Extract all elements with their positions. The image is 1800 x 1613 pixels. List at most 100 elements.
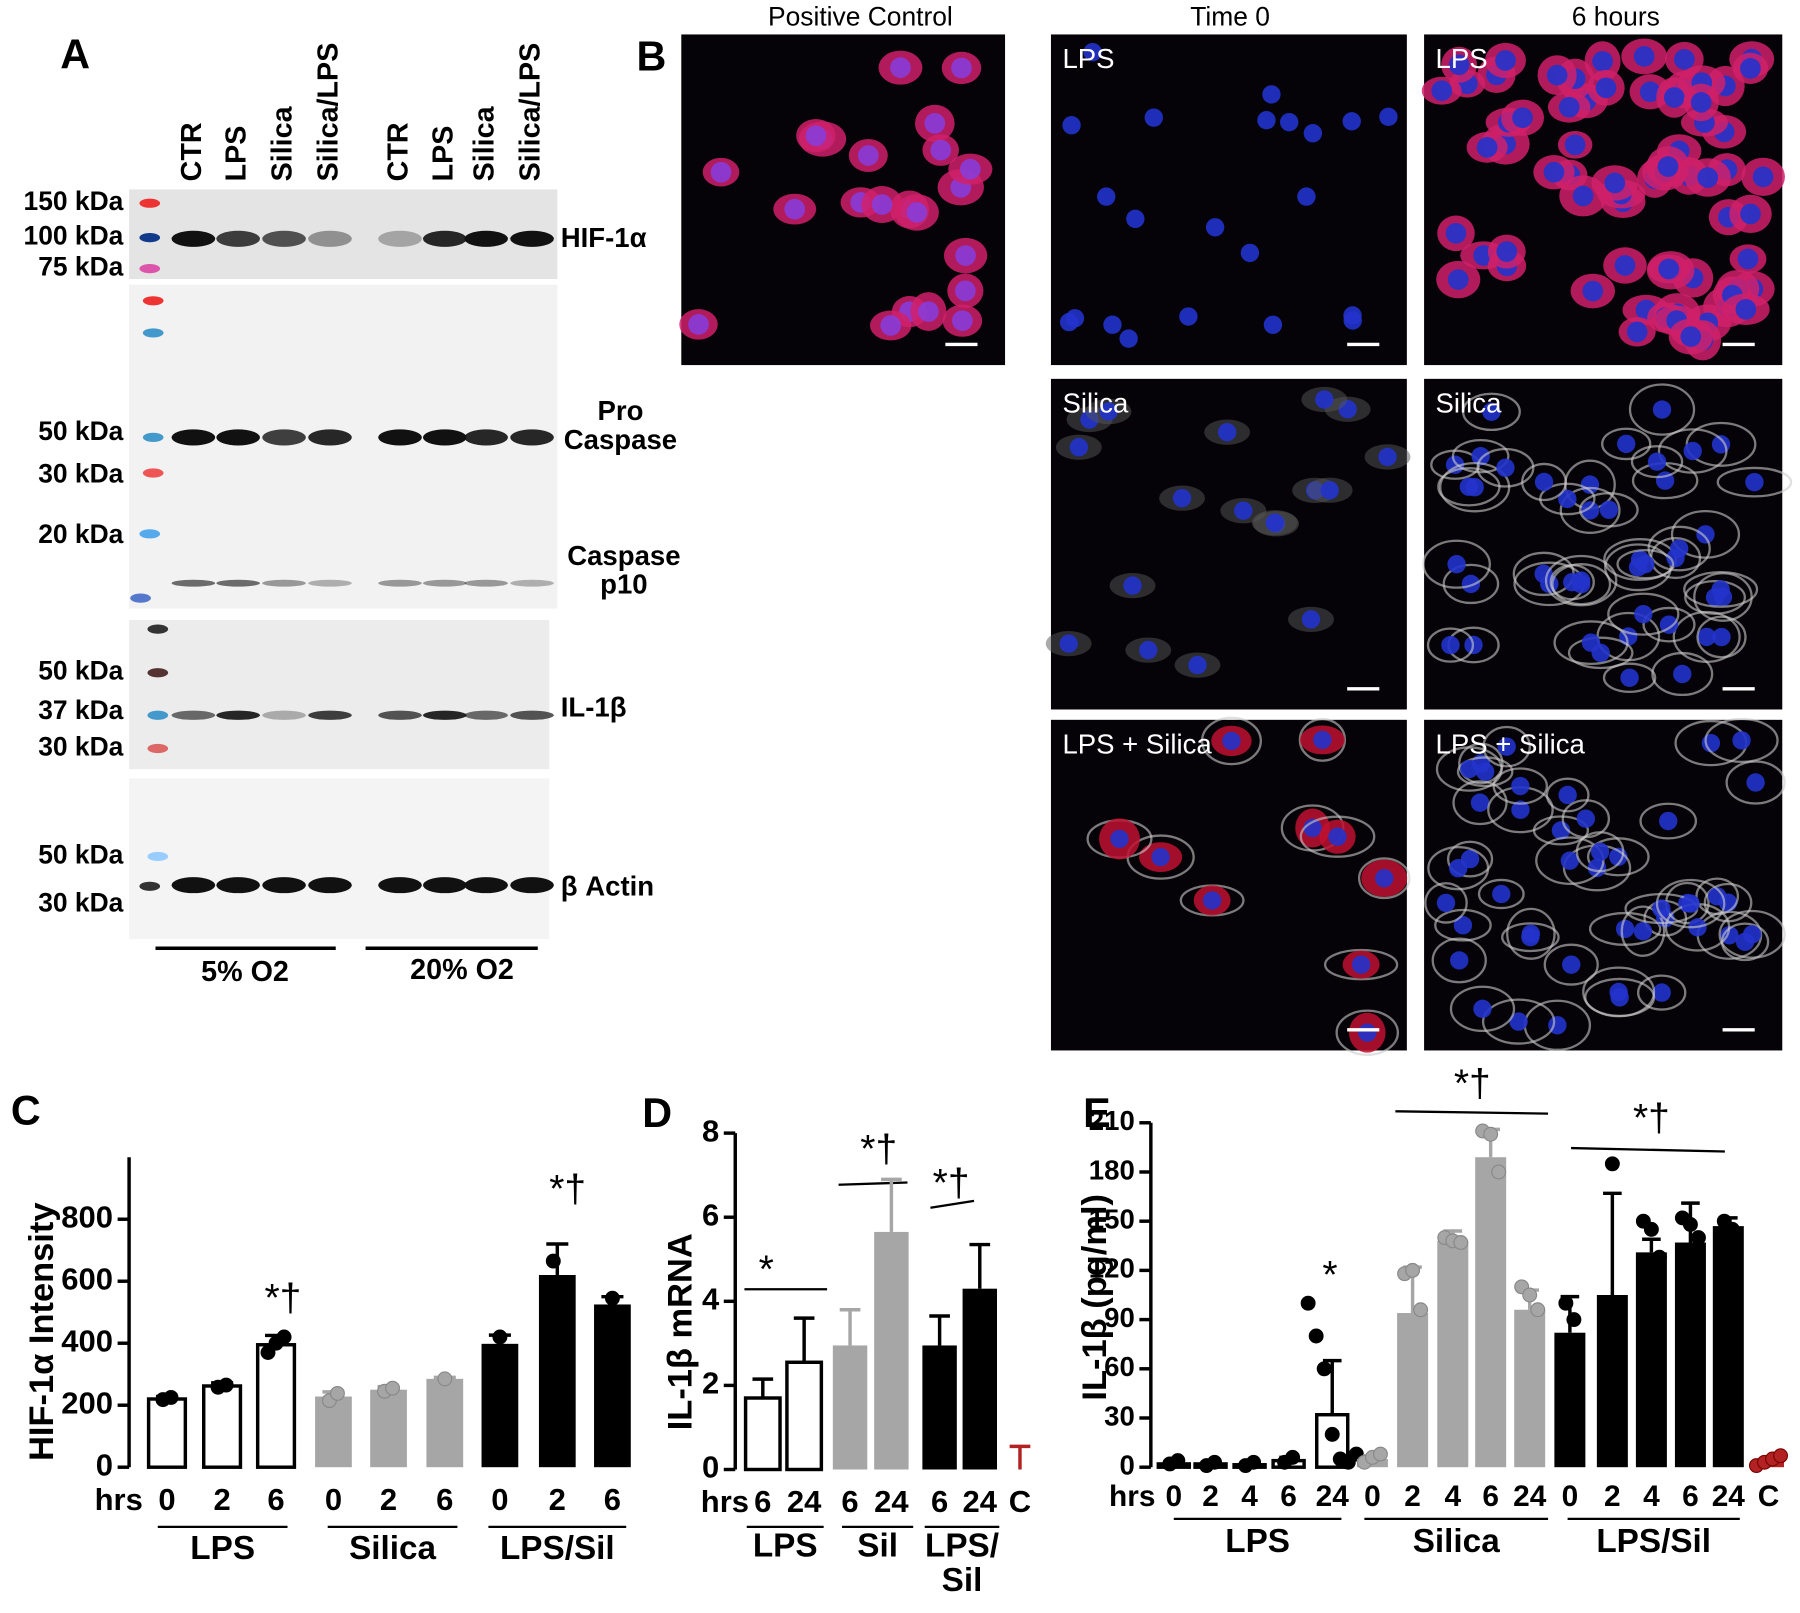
nucleus <box>1701 733 1721 753</box>
bar <box>255 1343 297 1469</box>
cell-body <box>1427 846 1490 891</box>
nucleus <box>1595 77 1617 99</box>
marker-label: 100 kDa <box>24 221 124 251</box>
cell-body <box>1616 548 1675 580</box>
nucleus <box>1297 187 1316 206</box>
y-tick-label: 4 <box>702 1281 720 1316</box>
nucleus <box>1680 326 1702 347</box>
protein-label-box: IL-1β <box>561 693 627 722</box>
blot-band <box>510 429 554 446</box>
column-title: Positive Control <box>768 1 953 31</box>
cell-body <box>1492 767 1549 805</box>
nucleus <box>1144 108 1163 127</box>
blot-band <box>464 230 508 247</box>
nucleus <box>1521 924 1541 943</box>
blot-band <box>216 230 260 247</box>
x-tick-label: 24 <box>787 1484 822 1519</box>
x-tick-label: 2 <box>1604 1480 1621 1513</box>
cell-body <box>1601 427 1652 461</box>
data-point <box>1558 1295 1574 1311</box>
nucleus <box>1576 809 1596 828</box>
blot-strip <box>129 778 550 940</box>
blot-band <box>422 429 467 446</box>
nucleus <box>1139 640 1158 660</box>
group-label-box: LPS <box>190 1531 255 1566</box>
cell-body <box>1683 570 1759 608</box>
blot-band <box>422 579 467 587</box>
nucleus <box>1735 298 1757 320</box>
nucleus <box>857 145 879 166</box>
y-tick-label: 6 <box>702 1197 719 1232</box>
nucleus <box>1614 255 1636 276</box>
micrograph-bg <box>1050 719 1407 1051</box>
significance-line <box>1571 1146 1725 1153</box>
x-tick-label: 6 <box>436 1482 453 1517</box>
nucleus <box>1745 472 1764 492</box>
nucleus <box>1740 58 1761 79</box>
ladder-band <box>142 432 164 442</box>
nucleus <box>1431 80 1453 102</box>
cell-body <box>1604 543 1672 592</box>
bar <box>1596 1294 1628 1468</box>
panel-label: B <box>637 34 667 80</box>
nucleus <box>1746 773 1765 792</box>
nucleus <box>1683 441 1702 461</box>
ladder-band <box>142 328 164 338</box>
nucleus <box>1301 610 1321 629</box>
nucleus <box>1546 64 1568 86</box>
nucleus <box>1460 759 1479 779</box>
blot-band <box>262 579 306 587</box>
nucleus <box>1202 891 1222 910</box>
micrograph-label: Silica <box>1436 388 1503 419</box>
x-tick-label: 6 <box>267 1482 284 1517</box>
data-point <box>1682 1217 1698 1232</box>
nucleus <box>1473 999 1492 1019</box>
y-tick-label: 8 <box>702 1113 719 1148</box>
ladder-band <box>147 624 169 634</box>
micrograph <box>1050 716 1411 1056</box>
nucleus <box>1179 307 1198 326</box>
nucleus <box>1572 185 1594 207</box>
x-tick-label: C <box>1009 1484 1031 1519</box>
blot-band <box>378 230 422 247</box>
nucleus <box>1663 87 1685 108</box>
significance-label: *† <box>1454 1062 1491 1105</box>
lane-label: CTR <box>383 122 415 181</box>
micrograph-label: Silica <box>1062 388 1129 419</box>
nucleus <box>1580 501 1600 520</box>
nucleus <box>1151 847 1170 867</box>
group-label-box: LPS/Sil <box>1596 1525 1711 1560</box>
nucleus <box>1543 161 1565 183</box>
nucleus <box>1257 111 1276 130</box>
cell-body <box>1442 563 1500 605</box>
micrograph <box>1050 34 1407 366</box>
protein-label: β Actin <box>560 872 655 903</box>
cell-body <box>1549 563 1595 601</box>
nucleus <box>1599 500 1619 519</box>
cell-body <box>1657 428 1728 474</box>
data-point <box>1643 1221 1659 1237</box>
nucleus <box>1509 1012 1528 1031</box>
nucleus <box>1482 402 1501 421</box>
column-title: Time 0 <box>1190 1 1270 31</box>
protein-label-box: HIF-1α <box>561 224 647 253</box>
nucleus <box>1670 539 1689 558</box>
nucleus <box>1315 390 1334 409</box>
y-tick-label: 120 <box>1089 1253 1135 1284</box>
data-point <box>1604 1156 1620 1172</box>
cell-body <box>1299 815 1376 858</box>
marker-label: 37 kDa <box>38 695 123 725</box>
y-tick-label: 210 <box>1089 1105 1135 1136</box>
bar <box>874 1231 909 1470</box>
marker-label: 50 kDa <box>38 656 123 686</box>
nucleus <box>1358 1023 1377 1042</box>
group-label-box: Sil <box>857 1529 898 1564</box>
decoration <box>155 946 1725 1291</box>
data-point <box>1316 1361 1332 1377</box>
cell-body <box>1424 882 1468 924</box>
y-tick-label: 200 <box>61 1385 113 1420</box>
nucleus <box>1471 446 1490 466</box>
cell-body <box>1696 615 1747 659</box>
ladder-band <box>139 881 161 891</box>
cell-body <box>1298 717 1347 762</box>
